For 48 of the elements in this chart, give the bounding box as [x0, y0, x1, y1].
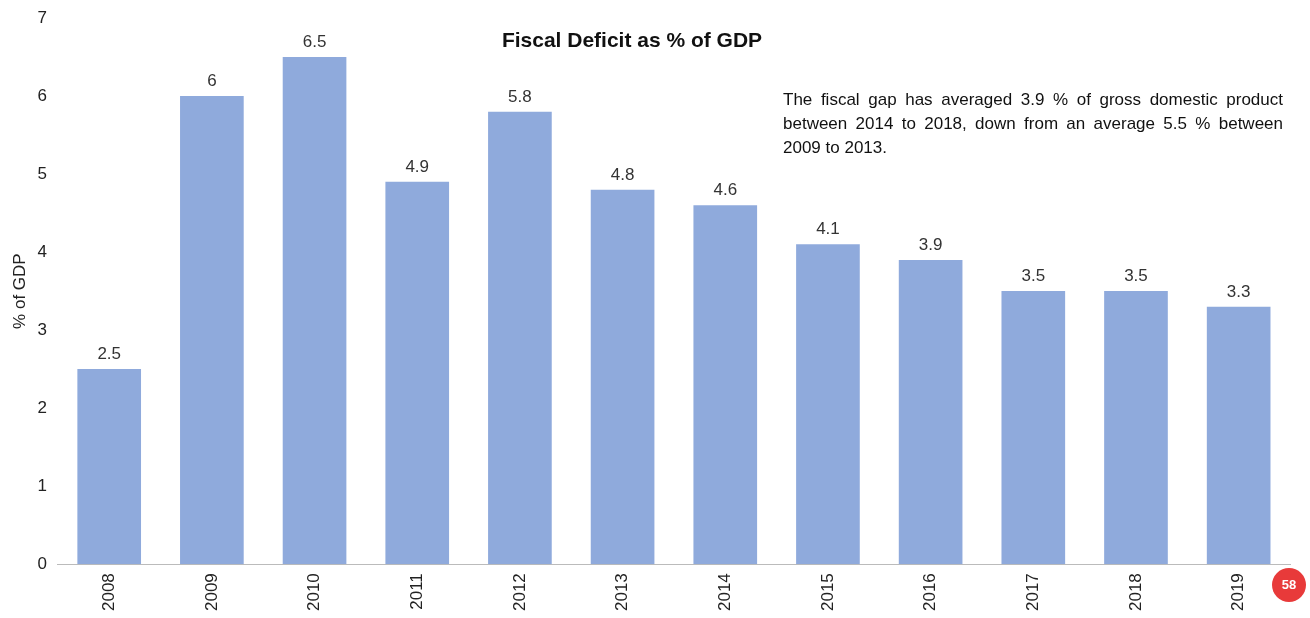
y-tick-label: 7 — [37, 7, 47, 27]
data-label: 4.6 — [713, 180, 738, 200]
x-tick-label: 2009 — [201, 573, 221, 612]
x-tick-label: 2016 — [920, 573, 940, 612]
data-label: 6.5 — [302, 32, 327, 52]
x-tick-label: 2011 — [406, 573, 426, 610]
bar — [898, 259, 963, 565]
y-tick-label: 0 — [37, 553, 47, 573]
bar — [180, 96, 244, 565]
x-tick-label: 2013 — [612, 573, 632, 612]
bar — [693, 205, 758, 565]
annotation: The fiscal gap has averaged 3.9 % of gross domestic product between 2014 to 2018, down from an average 5.5 % between 2009 to 2013. — [783, 89, 1283, 159]
bar — [1104, 291, 1168, 565]
x-tick-label: 2008 — [98, 573, 118, 612]
data-label: 3.9 — [918, 235, 943, 255]
y-tick-label: 5 — [37, 163, 47, 183]
data-label: 3.3 — [1226, 281, 1251, 301]
x-tick-label: 2014 — [714, 573, 734, 612]
x-tick-label: 2018 — [1125, 573, 1145, 612]
x-tick-label: 2017 — [1022, 573, 1042, 612]
data-label: 6 — [207, 71, 217, 91]
y-tick-label: 6 — [37, 85, 47, 105]
data-label: 5.8 — [508, 86, 532, 106]
y-tick-label: 3 — [37, 319, 47, 339]
bar — [77, 369, 142, 565]
data-label: 2.5 — [97, 344, 122, 364]
bar — [282, 57, 347, 565]
data-label: 4.9 — [405, 157, 430, 177]
x-tick-label: 2015 — [817, 573, 837, 612]
text: Fiscal Deficit as % of GDP — [501, 28, 763, 51]
data-label: 3.5 — [1021, 266, 1046, 286]
data-label: 4.8 — [610, 164, 635, 184]
bar — [1206, 306, 1271, 565]
x-tick-label: 2010 — [304, 573, 324, 612]
bar — [796, 244, 860, 565]
y-tick-label: 1 — [37, 475, 47, 495]
y-tick-label: 2 — [37, 397, 47, 417]
bar — [385, 181, 450, 565]
bar — [488, 111, 552, 565]
data-label: 4.1 — [816, 219, 840, 239]
data-label: 3.5 — [1124, 266, 1148, 286]
y-axis-title: % of GDP — [9, 253, 29, 329]
text: 58 — [1272, 568, 1306, 602]
bar — [590, 189, 655, 565]
y-tick-label: 4 — [37, 241, 47, 261]
bar — [1001, 291, 1066, 565]
x-tick-label: 2019 — [1228, 573, 1248, 612]
x-tick-label: 2012 — [509, 573, 529, 612]
